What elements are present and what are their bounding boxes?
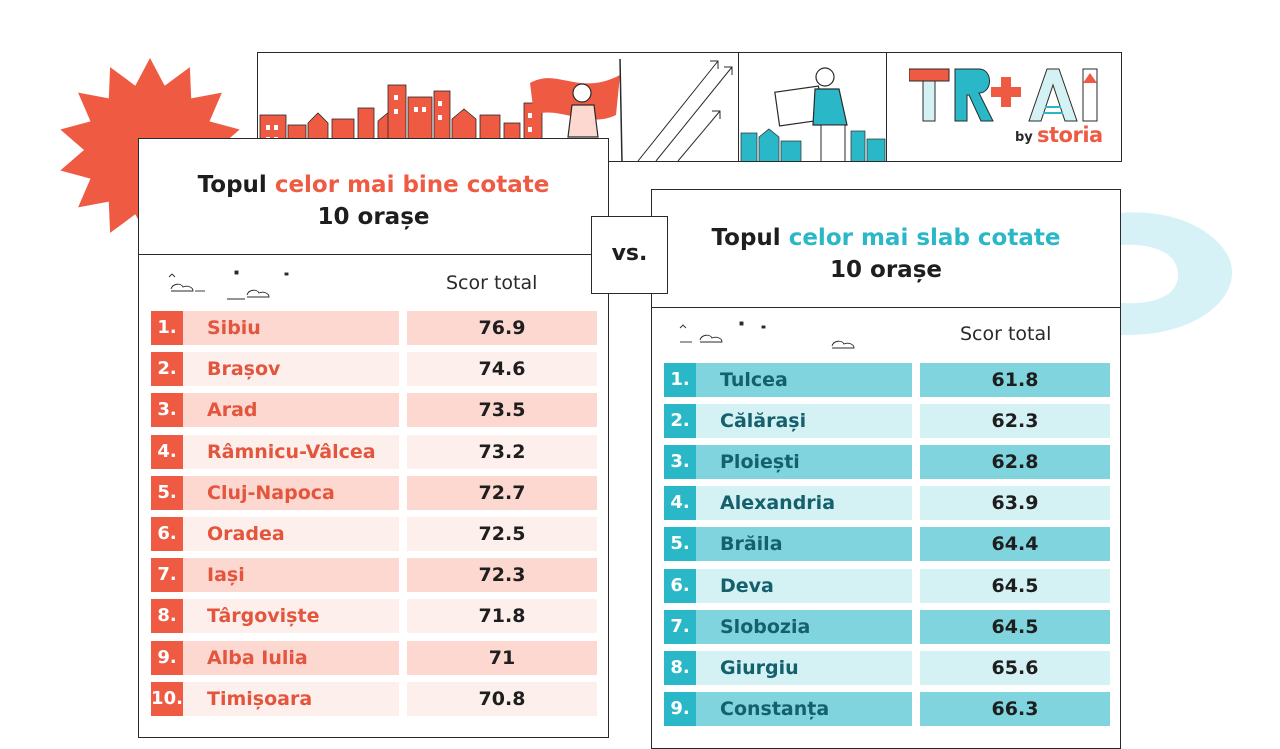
teal-arc-decoration [1120, 212, 1233, 336]
worst-cities-card: Topul celor mai slab cotate 10 orașe Sco… [651, 189, 1121, 749]
city-name: Tulcea [696, 363, 912, 397]
score-value: 62.3 [920, 404, 1110, 439]
score-value: 63.9 [920, 486, 1110, 521]
rank-number: 1. [151, 311, 183, 345]
score-value: 74.6 [407, 352, 597, 387]
cloud-birds-decoration [168, 270, 289, 300]
score-value: 73.5 [407, 393, 597, 428]
score-value: 61.8 [920, 363, 1110, 397]
score-value: 71.8 [407, 599, 597, 634]
worst-score-header: Scor total [960, 323, 1052, 345]
rank-number: 7. [664, 609, 696, 644]
city-name: Deva [696, 568, 912, 603]
city-name: Cluj-Napoca [183, 475, 399, 510]
score-value: 72.3 [407, 558, 597, 593]
city-name: Arad [183, 393, 399, 428]
cloud-birds-decoration [679, 321, 855, 349]
city-name: Brăila [696, 527, 912, 562]
city-name: Sibiu [183, 311, 399, 345]
rank-number: 9. [664, 691, 696, 726]
rank-number: 4. [151, 434, 183, 469]
best-card-title: Topul celor mai bine cotate 10 orașe [139, 139, 608, 255]
best-title-highlight: celor mai bine cotate [274, 172, 550, 198]
city-name: Călărași [696, 404, 912, 439]
rank-number: 6. [664, 568, 696, 603]
city-name: Iași [183, 558, 399, 593]
rank-number: 8. [664, 650, 696, 685]
best-title-prefix: Topul [197, 172, 275, 198]
rank-number: 3. [664, 445, 696, 480]
city-name: Brașov [183, 352, 399, 387]
best-cities-card: Topul celor mai bine cotate 10 orașe Sco… [138, 138, 609, 738]
rank-number: 8. [151, 599, 183, 634]
score-value: 64.5 [920, 568, 1110, 603]
rank-number: 7. [151, 558, 183, 593]
trai-logo [909, 68, 1098, 122]
brand-by-label: by [1015, 130, 1033, 145]
best-score-header: Scor total [446, 272, 538, 294]
brand-logo-panel: by storia [886, 52, 1122, 162]
score-value: 64.5 [920, 609, 1110, 644]
score-value: 71 [407, 640, 597, 675]
score-value: 65.6 [920, 650, 1110, 685]
city-name: Târgoviște [183, 599, 399, 634]
rank-number: 4. [664, 486, 696, 521]
worst-title-highlight: celor mai slab cotate [788, 225, 1061, 251]
city-name: Slobozia [696, 609, 912, 644]
city-name: Timișoara [183, 681, 399, 716]
rank-number: 5. [151, 475, 183, 510]
city-name: Alba Iulia [183, 640, 399, 675]
worst-title-line2: 10 orașe [830, 257, 942, 283]
score-value: 64.4 [920, 527, 1110, 562]
rank-number: 10. [151, 681, 183, 716]
brand-storia-logo: storia [1037, 123, 1103, 147]
score-value: 76.9 [407, 311, 597, 345]
score-value: 72.5 [407, 517, 597, 551]
city-name: Oradea [183, 517, 399, 551]
rank-number: 2. [151, 352, 183, 387]
best-title-line2: 10 orașe [317, 204, 430, 230]
rank-number: 3. [151, 393, 183, 428]
score-value: 73.2 [407, 434, 597, 469]
score-value: 62.8 [920, 445, 1110, 480]
score-value: 72.7 [407, 475, 597, 510]
worst-title-prefix: Topul [711, 225, 789, 251]
illustration-panel-person [738, 52, 887, 162]
city-name: Ploiești [696, 445, 912, 480]
city-name: Constanța [696, 691, 912, 726]
rank-number: 1. [664, 363, 696, 397]
worst-card-title: Topul celor mai slab cotate 10 orașe [652, 190, 1120, 308]
rank-number: 5. [664, 527, 696, 562]
city-name: Alexandria [696, 486, 912, 521]
score-value: 70.8 [407, 681, 597, 716]
city-name: Giurgiu [696, 650, 912, 685]
rank-number: 6. [151, 517, 183, 551]
score-value: 66.3 [920, 691, 1110, 726]
versus-badge: vs. [591, 216, 668, 294]
person-illustration [740, 67, 886, 161]
city-name: Râmnicu-Vâlcea [183, 434, 399, 469]
rank-number: 2. [664, 404, 696, 439]
rank-number: 9. [151, 640, 183, 675]
